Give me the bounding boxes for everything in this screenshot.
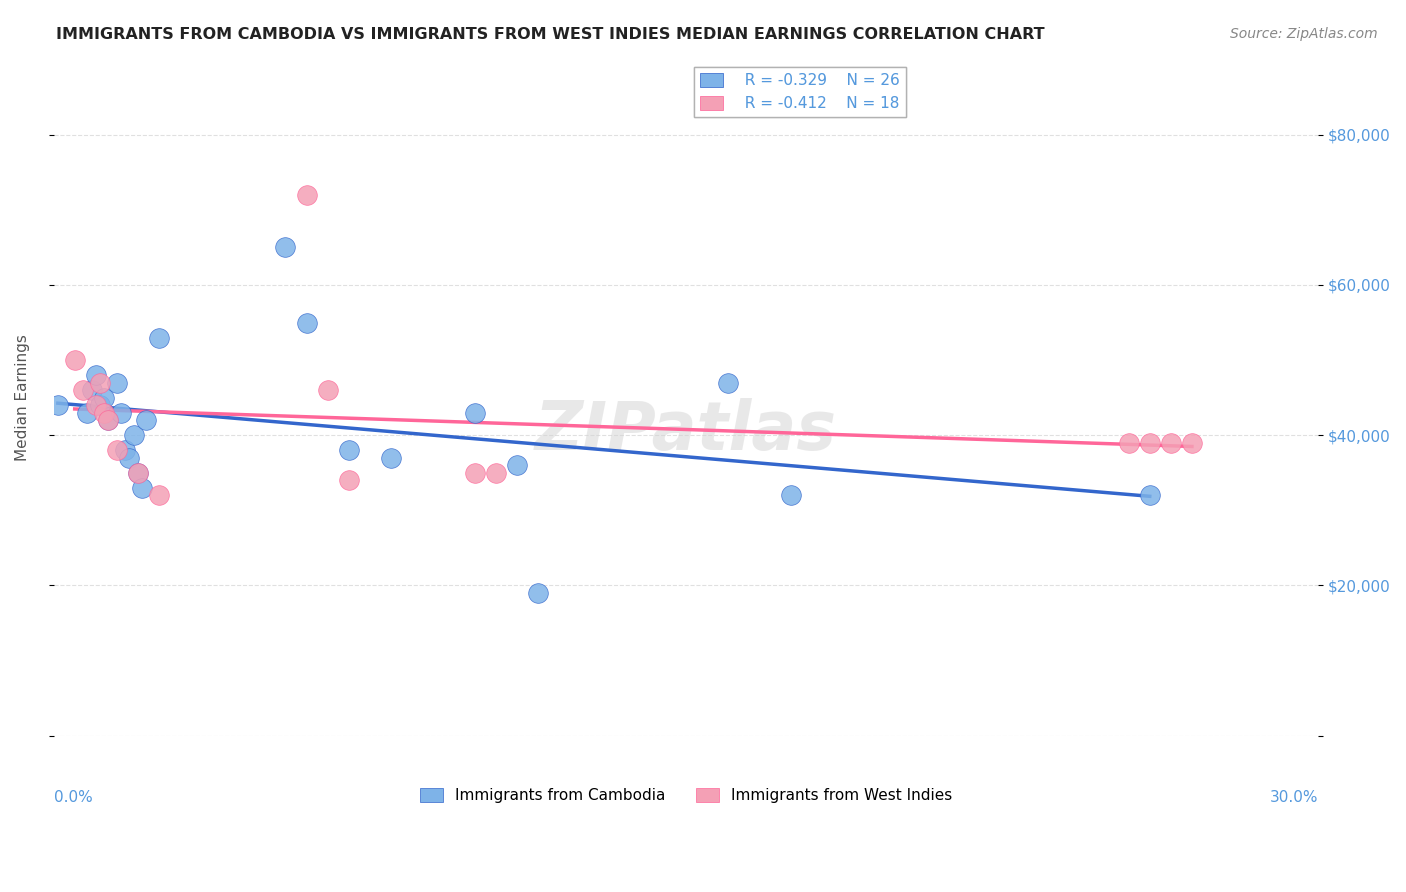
Point [380, 450, 402, 465]
Point [1160, 435, 1182, 450]
Point [118, 450, 141, 465]
Point [295, 316, 318, 330]
Point [1118, 435, 1140, 450]
Point [148, 488, 170, 502]
Point [135, 413, 157, 427]
Point [89, 398, 111, 412]
Point [93, 391, 115, 405]
Point [63, 353, 86, 368]
Point [274, 240, 297, 254]
Point [76, 406, 98, 420]
Text: ZIPatlas: ZIPatlas [536, 399, 837, 465]
Point [105, 443, 128, 458]
Point [80, 383, 103, 397]
Point [46, 398, 69, 412]
Point [148, 330, 170, 344]
Point [114, 443, 136, 458]
Text: Source: ZipAtlas.com: Source: ZipAtlas.com [1230, 27, 1378, 41]
Point [780, 488, 803, 502]
Point [122, 428, 145, 442]
Point [337, 473, 360, 487]
Point [93, 406, 115, 420]
Y-axis label: Median Earnings: Median Earnings [15, 334, 30, 461]
Point [72, 383, 94, 397]
Point [316, 383, 339, 397]
Point [295, 187, 318, 202]
Text: 0.0%: 0.0% [53, 789, 93, 805]
Point [84, 398, 107, 412]
Point [464, 466, 486, 480]
Point [127, 466, 149, 480]
Point [131, 481, 153, 495]
Point [485, 466, 508, 480]
Text: IMMIGRANTS FROM CAMBODIA VS IMMIGRANTS FROM WEST INDIES MEDIAN EARNINGS CORRELAT: IMMIGRANTS FROM CAMBODIA VS IMMIGRANTS F… [56, 27, 1045, 42]
Point [337, 443, 360, 458]
Point [97, 413, 120, 427]
Point [110, 406, 132, 420]
Point [506, 458, 529, 473]
Point [89, 376, 111, 390]
Point [1181, 435, 1204, 450]
Point [84, 368, 107, 383]
Point [527, 586, 550, 600]
Legend:   R = -0.329    N = 26,   R = -0.412    N = 18: R = -0.329 N = 26, R = -0.412 N = 18 [695, 67, 905, 117]
Point [717, 376, 740, 390]
Point [1139, 435, 1161, 450]
Point [1139, 488, 1161, 502]
Text: 30.0%: 30.0% [1270, 789, 1319, 805]
Point [127, 466, 149, 480]
Point [105, 376, 128, 390]
Point [464, 406, 486, 420]
Point [97, 413, 120, 427]
